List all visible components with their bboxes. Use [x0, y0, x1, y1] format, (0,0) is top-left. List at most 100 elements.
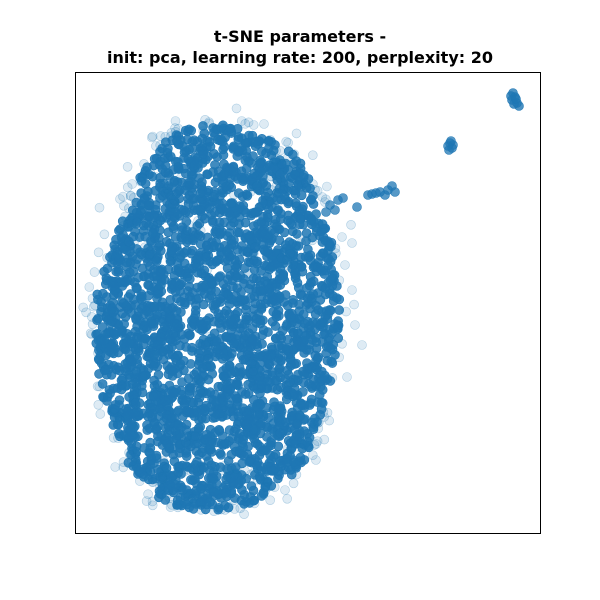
scatter-point: [281, 321, 292, 331]
scatter-point: [201, 337, 212, 348]
scatter-point: [244, 232, 255, 242]
scatter-point: [266, 185, 277, 195]
scatter-point: [149, 301, 160, 312]
scatter-point: [301, 236, 311, 246]
scatter-point: [87, 329, 97, 340]
scatter-point: [155, 140, 165, 150]
scatter-point: [322, 181, 332, 192]
scatter-point: [170, 116, 181, 126]
scatter-point: [240, 119, 251, 129]
scatter-point: [118, 191, 128, 202]
scatter-point: [291, 469, 302, 480]
scatter-point: [214, 217, 225, 228]
scatter-point: [275, 382, 286, 393]
scatter-point: [128, 461, 138, 471]
scatter-point: [266, 171, 277, 182]
scatter-point: [330, 243, 341, 254]
scatter-point: [102, 252, 112, 263]
scatter-point: [204, 118, 214, 129]
scatter-point: [260, 246, 270, 256]
scatter-point: [273, 205, 284, 215]
scatter-point: [129, 192, 139, 203]
scatter-point: [164, 442, 175, 453]
scatter-point: [160, 167, 171, 178]
scatter-point: [311, 222, 321, 233]
scatter-point: [260, 482, 271, 493]
scatter-point: [306, 215, 316, 226]
scatter-point: [254, 472, 265, 482]
scatter-point: [324, 415, 335, 426]
scatter-point: [312, 436, 323, 447]
scatter-point: [143, 290, 153, 301]
scatter-point: [289, 169, 300, 180]
scatter-point: [249, 434, 259, 444]
scatter-point: [242, 190, 253, 200]
scatter-point: [270, 156, 281, 166]
scatter-point: [312, 362, 323, 373]
scatter-point: [148, 391, 159, 402]
scatter-point: [263, 327, 273, 337]
scatter-point: [275, 428, 286, 438]
scatter-point: [242, 251, 253, 262]
scatter-point: [182, 271, 193, 282]
scatter-point: [248, 380, 258, 391]
scatter-point: [285, 217, 296, 228]
scatter-point: [216, 123, 226, 133]
scatter-point: [200, 213, 210, 224]
scatter-point: [159, 153, 170, 164]
scatter-point: [152, 340, 163, 350]
scatter-point: [317, 237, 328, 247]
scatter-point: [240, 138, 251, 148]
scatter-point: [208, 300, 218, 311]
scatter-point: [237, 485, 247, 495]
scatter-point: [198, 414, 208, 425]
scatter-point: [259, 445, 269, 455]
scatter-point: [184, 190, 195, 200]
scatter-point: [238, 176, 248, 186]
scatter-point: [87, 293, 98, 304]
scatter-point: [155, 182, 165, 192]
scatter-point: [164, 255, 175, 266]
scatter-point: [347, 238, 357, 248]
scatter-point: [147, 496, 158, 507]
scatter-point: [256, 491, 267, 501]
scatter-point: [281, 136, 292, 147]
scatter-point: [178, 163, 189, 174]
scatter-point: [155, 482, 165, 492]
scatter-point: [270, 154, 281, 165]
scatter-point: [283, 196, 294, 207]
scatter-point: [143, 280, 153, 290]
scatter-point: [312, 186, 323, 196]
scatter-point: [295, 452, 306, 463]
scatter-point: [180, 491, 191, 502]
scatter-point: [145, 448, 155, 459]
scatter-point: [296, 181, 307, 192]
scatter-point: [125, 191, 136, 201]
scatter-point: [166, 362, 177, 373]
scatter-point: [298, 386, 308, 397]
scatter-point: [263, 212, 273, 223]
scatter-point: [98, 288, 108, 299]
scatter-point: [94, 369, 104, 379]
scatter-point: [107, 316, 117, 327]
scatter-point: [244, 283, 254, 294]
scatter-point: [296, 238, 307, 248]
scatter-point: [147, 477, 158, 487]
scatter-point: [258, 198, 268, 208]
scatter-point: [265, 134, 275, 145]
scatter-point: [152, 271, 162, 281]
scatter-point: [279, 227, 290, 238]
scatter-point: [311, 300, 321, 311]
scatter-point: [95, 409, 106, 419]
scatter-point: [125, 275, 135, 286]
scatter-point: [202, 232, 213, 243]
scatter-point: [282, 254, 292, 265]
scatter-point: [337, 338, 347, 349]
scatter-point: [166, 128, 177, 138]
scatter-point: [221, 463, 232, 474]
scatter-point: [109, 240, 120, 251]
scatter-point: [229, 504, 240, 514]
scatter-point: [171, 156, 181, 167]
scatter-point: [247, 356, 257, 367]
scatter-point: [249, 492, 259, 502]
